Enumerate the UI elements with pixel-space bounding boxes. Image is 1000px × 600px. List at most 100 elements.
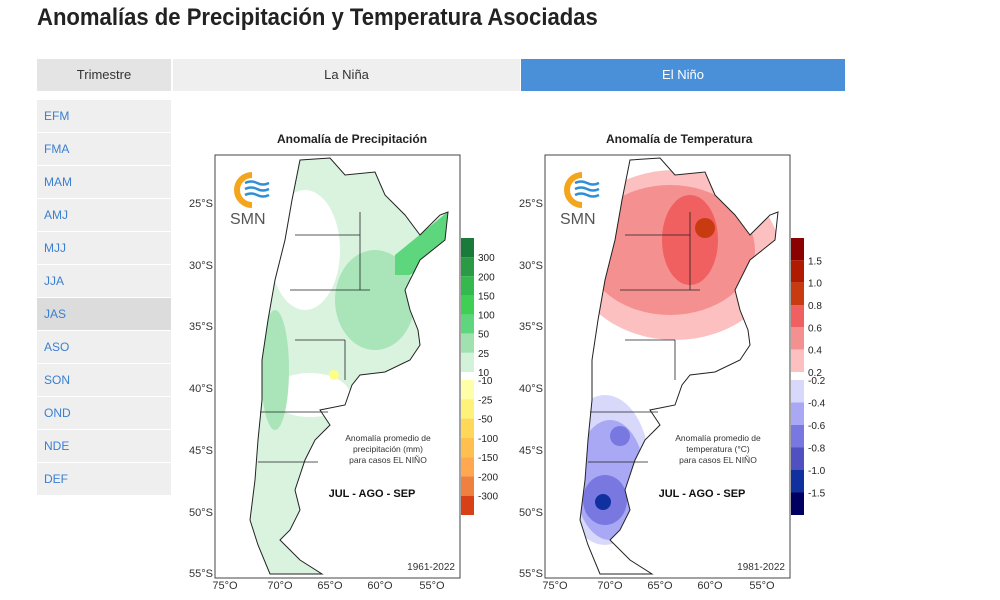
colorbar-swatch	[461, 352, 474, 372]
colorbar-label: 1.0	[808, 279, 822, 290]
colorbar-swatch	[791, 492, 804, 515]
lat-tick-label: 55°S	[519, 568, 543, 580]
lat-tick-label: 45°S	[519, 445, 543, 457]
colorbar-swatch	[791, 349, 804, 372]
lat-tick-label: 45°S	[189, 445, 213, 457]
colorbar-swatch	[791, 305, 804, 328]
sidebar-item-son[interactable]: SON	[37, 364, 171, 397]
lon-tick-label: 55°O	[419, 580, 445, 592]
season-label: JUL - AGO - SEP	[329, 488, 416, 500]
map-note-line: precipitación (mm)	[353, 444, 423, 454]
colorbar-label: -150	[478, 453, 498, 464]
colorbar-swatch	[791, 425, 804, 448]
colorbar-label: -10	[478, 376, 493, 387]
colorbar-label: -1.5	[808, 489, 826, 500]
map-note-line: para casos EL NIÑO	[679, 455, 757, 465]
sidebar-item-jja[interactable]: JJA	[37, 265, 171, 298]
colorbar-label: 0.8	[808, 301, 822, 312]
colorbar-swatch	[461, 295, 474, 315]
lon-tick-label: 55°O	[749, 580, 775, 592]
lon-tick-label: 60°O	[367, 580, 393, 592]
colorbar-swatch	[461, 333, 474, 353]
sidebar-item-aso[interactable]: ASO	[37, 331, 171, 364]
lon-tick-label: 65°O	[647, 580, 673, 592]
colorbar-label: 100	[478, 311, 495, 322]
colorbar-label: 0.6	[808, 323, 822, 334]
sidebar-item-amj[interactable]: AMJ	[37, 199, 171, 232]
sidebar-item-fma[interactable]: FMA	[37, 133, 171, 166]
lat-tick-label: 25°S	[189, 198, 213, 210]
colorbar-swatch	[461, 257, 474, 277]
colorbar-label: -0.8	[808, 444, 826, 455]
colorbar-swatch	[791, 260, 804, 283]
colorbar-label: 10	[478, 368, 490, 379]
colorbar-label: 150	[478, 291, 495, 302]
tab-trimestre-header: Trimestre	[37, 59, 171, 91]
colorbar-swatch	[461, 418, 474, 438]
season-label: JUL - AGO - SEP	[659, 488, 746, 500]
colorbar-swatch	[461, 238, 474, 258]
precipitation-map: SMN 25°S 30°S 35°S 40°S 45°S 50°S 55°S75°O 70°O 6…	[189, 154, 498, 592]
colorbar-label: -0.2	[808, 376, 826, 387]
sidebar-item-efm[interactable]: EFM	[37, 100, 171, 133]
colorbar-label: 300	[478, 253, 495, 264]
lon-tick-label: 75°O	[542, 580, 568, 592]
colorbar-label: -300	[478, 492, 498, 503]
sidebar-item-jas[interactable]: JAS	[37, 298, 171, 331]
temperature-map: SMN 25°S 30°S 35°S 40°S 45°S 50°S 55°S75°O 70°O 6…	[519, 154, 826, 592]
colorbar-label: -25	[478, 395, 493, 406]
colorbar-swatch	[461, 314, 474, 334]
lat-tick-label: 30°S	[189, 260, 213, 272]
smn-logo-icon	[564, 172, 583, 208]
colorbar-label: -200	[478, 472, 498, 483]
map-note-line: Anomalía promedio de	[675, 433, 761, 443]
colorbar-label: 200	[478, 272, 495, 283]
lon-tick-label: 70°O	[267, 580, 293, 592]
sidebar-item-ond[interactable]: OND	[37, 397, 171, 430]
lon-tick-label: 70°O	[597, 580, 623, 592]
lat-tick-label: 40°S	[519, 383, 543, 395]
lat-tick-label: 40°S	[189, 383, 213, 395]
colorbar-label: -100	[478, 434, 498, 445]
colorbar-label: -1.0	[808, 466, 826, 477]
colorbar-swatch	[461, 437, 474, 458]
lon-tick-label: 65°O	[317, 580, 343, 592]
lat-tick-label: 55°S	[189, 568, 213, 580]
precip-map-title: Anomalía de Precipitación	[277, 132, 428, 146]
lon-tick-label: 60°O	[697, 580, 723, 592]
colorbar-label: -0.6	[808, 421, 826, 432]
sidebar-item-def[interactable]: DEF	[37, 463, 171, 496]
colorbar-swatch	[791, 327, 804, 350]
tab-el-nino[interactable]: El Niño	[521, 59, 845, 91]
lat-tick-label: 30°S	[519, 260, 543, 272]
period-label: 1981-2022	[737, 562, 785, 573]
smn-logo-text: SMN	[230, 211, 266, 228]
colorbar-label: 1.5	[808, 256, 822, 267]
smn-logo-text: SMN	[560, 211, 596, 228]
sidebar-item-mam[interactable]: MAM	[37, 166, 171, 199]
colorbar-swatch	[461, 476, 474, 496]
period-label: 1961-2022	[407, 562, 455, 573]
lat-tick-label: 50°S	[519, 507, 543, 519]
temp-map-title: Anomalía de Temperatura	[606, 132, 753, 146]
page-title: Anomalías de Precipitación y Temperatura…	[37, 4, 598, 31]
map-note-line: para casos EL NIÑO	[349, 455, 427, 465]
colorbar-swatch	[791, 447, 804, 470]
colorbar-label: -0.4	[808, 399, 826, 410]
colorbar-label: 50	[478, 330, 490, 341]
colorbar-swatch	[461, 276, 474, 296]
colorbar-label: 0.4	[808, 346, 822, 357]
colorbar-label: -50	[478, 415, 493, 426]
map-note-line: temperatura (°C)	[686, 444, 750, 454]
colorbar-swatch	[791, 402, 804, 425]
smn-logo-icon	[234, 172, 253, 208]
colorbar-label: 0.2	[808, 368, 822, 379]
lat-tick-label: 35°S	[519, 321, 543, 333]
colorbar-swatch	[791, 380, 804, 403]
lat-tick-label: 35°S	[189, 321, 213, 333]
sidebar-item-mjj[interactable]: MJJ	[37, 232, 171, 265]
sidebar-item-nde[interactable]: NDE	[37, 430, 171, 463]
tab-la-nina[interactable]: La Niña	[173, 59, 520, 91]
lat-tick-label: 50°S	[189, 507, 213, 519]
